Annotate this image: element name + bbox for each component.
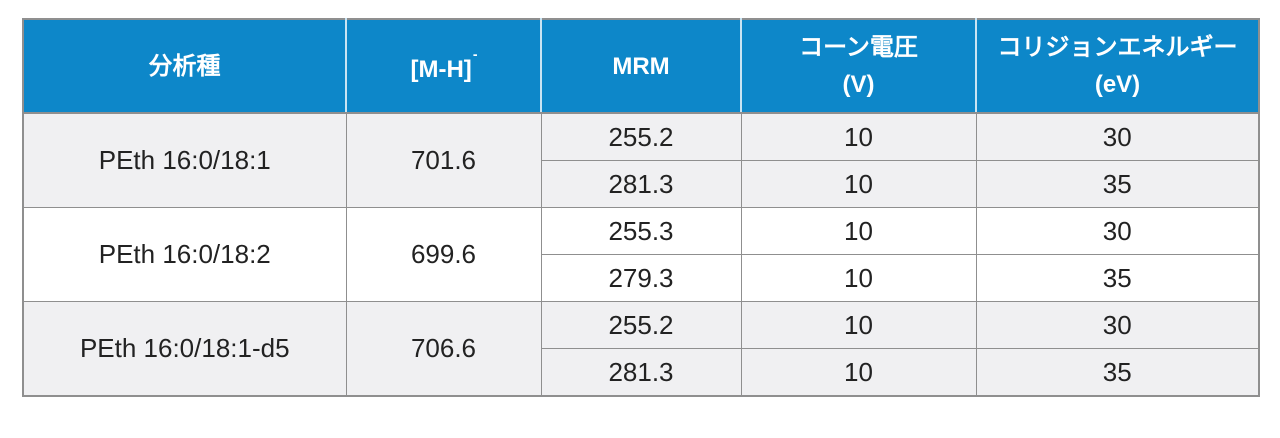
cell-analyte: PEth 16:0/18:2 <box>22 207 347 302</box>
table-row: 281.3 10 35 <box>23 348 1260 397</box>
cell-collision-energy: 30 <box>975 112 1260 161</box>
column-header-cone-voltage-unit: (V) <box>842 71 875 98</box>
cell-cone-voltage: 10 <box>740 112 977 161</box>
table-row: PEth 16:0/18:1 701.6 255.2 10 30 <box>22 112 1260 208</box>
analyte-group-peth-16-0-18-2: PEth 16:0/18:2 699.6 255.3 10 30 279.3 1… <box>22 207 1260 302</box>
column-header-mrm: MRM <box>540 18 742 114</box>
analyte-group-peth-16-0-18-1: PEth 16:0/18:1 701.6 255.2 10 30 281.3 1… <box>22 112 1260 208</box>
cell-analyte: PEth 16:0/18:1-d5 <box>22 301 347 397</box>
table-container: 分析種 [M-H]- MRM コーン電圧 (V) コリジョンエネルギー (eV) <box>22 18 1260 397</box>
column-header-cone-voltage-line1: コーン電圧 <box>799 34 918 61</box>
column-header-collision-energy-unit: (eV) <box>1094 71 1141 98</box>
table-row: PEth 16:0/18:1-d5 706.6 255.2 10 30 <box>22 301 1260 397</box>
cell-mrm: 255.2 <box>540 112 742 161</box>
cell-cone-voltage: 10 <box>740 348 977 397</box>
cell-collision-energy: 30 <box>975 207 1260 255</box>
cell-cone-voltage: 10 <box>740 301 977 349</box>
cell-precursor-mz: 699.6 <box>345 207 542 302</box>
column-header-analyte-label: 分析種 <box>148 52 221 80</box>
cell-collision-energy: 35 <box>975 348 1260 397</box>
column-header-mrm-label: MRM <box>612 52 670 80</box>
cell-collision-energy: 35 <box>975 160 1260 208</box>
cell-mrm: 255.3 <box>540 207 742 255</box>
table-header: 分析種 [M-H]- MRM コーン電圧 (V) コリジョンエネルギー (eV) <box>22 18 1260 114</box>
column-header-precursor-mz: [M-H]- <box>345 18 542 114</box>
cell-precursor-mz: 706.6 <box>345 301 542 397</box>
column-header-collision-energy: コリジョンエネルギー (eV) <box>975 18 1260 114</box>
table-row: 281.3 10 35 <box>23 160 1260 208</box>
analyte-group-peth-16-0-18-1-d5: PEth 16:0/18:1-d5 706.6 255.2 10 30 281.… <box>22 301 1260 397</box>
cell-mrm: 281.3 <box>540 348 742 397</box>
cell-mrm: 281.3 <box>540 160 742 208</box>
column-header-collision-energy-line1: コリジョンエネルギー <box>997 34 1238 61</box>
cell-precursor-mz: 701.6 <box>345 112 542 208</box>
cell-analyte: PEth 16:0/18:1 <box>22 112 347 208</box>
column-header-analyte: 分析種 <box>22 18 347 114</box>
table-row: PEth 16:0/18:2 699.6 255.3 10 30 <box>22 207 1260 302</box>
cell-cone-voltage: 10 <box>740 160 977 208</box>
column-header-mh-charge: - <box>472 45 478 62</box>
mrm-parameters-table: 分析種 [M-H]- MRM コーン電圧 (V) コリジョンエネルギー (eV) <box>22 18 1260 397</box>
cell-mrm: 255.2 <box>540 301 742 349</box>
header-row: 分析種 [M-H]- MRM コーン電圧 (V) コリジョンエネルギー (eV) <box>22 18 1260 114</box>
column-header-cone-voltage: コーン電圧 (V) <box>740 18 977 114</box>
cell-collision-energy: 30 <box>975 301 1260 349</box>
cell-cone-voltage: 10 <box>740 207 977 255</box>
column-header-mh-base: [M-H] <box>410 55 472 83</box>
cell-cone-voltage: 10 <box>740 254 977 302</box>
cell-collision-energy: 35 <box>975 254 1260 302</box>
table-row: 279.3 10 35 <box>23 254 1260 302</box>
cell-mrm: 279.3 <box>540 254 742 302</box>
